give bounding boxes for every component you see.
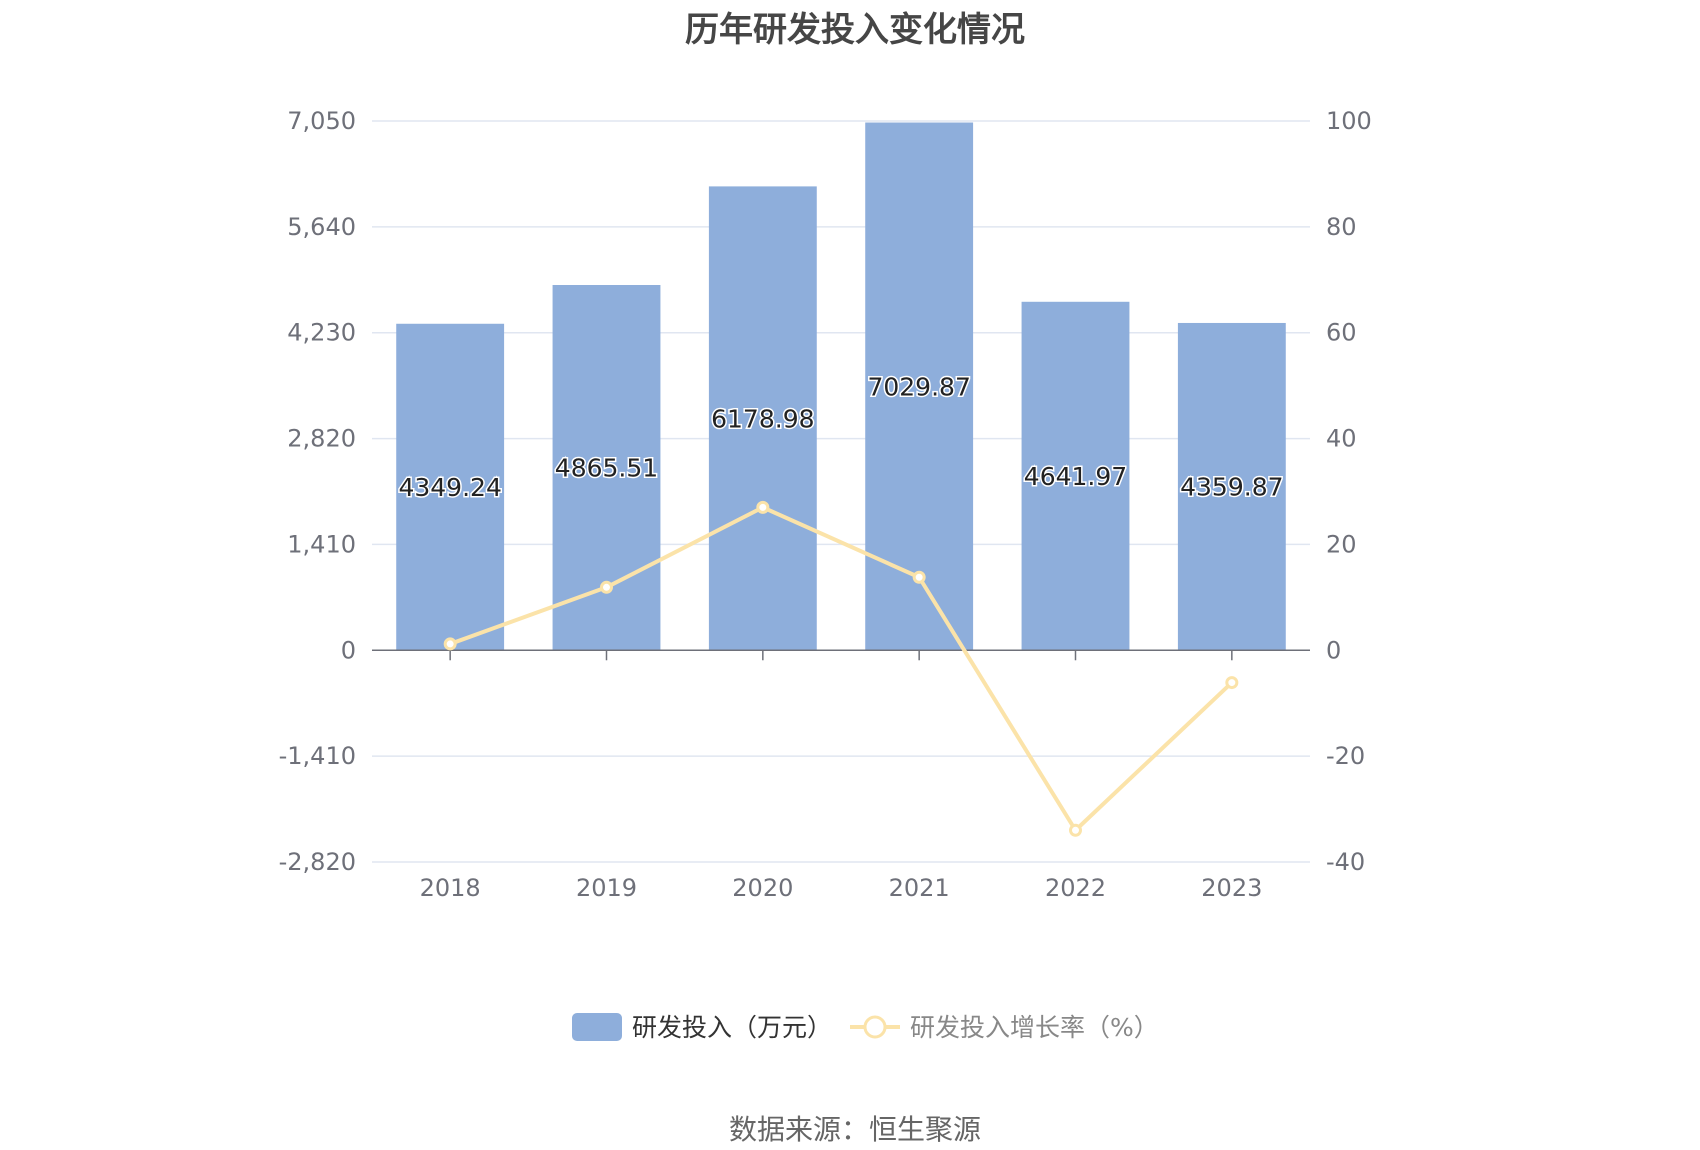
right-axis-tick-label: 20 [1326, 530, 1357, 558]
bar-label-2022: 4641.97 [1024, 462, 1127, 491]
right-axis-tick-label: -20 [1326, 742, 1365, 770]
legend-label-line[interactable]: 研发投入增长率（%） [910, 1013, 1159, 1042]
left-axis-ticks: -2,820 -1,410 0 1,410 2,820 4,230 5,640 7,050 [279, 107, 356, 876]
legend-swatch-marker [863, 1015, 887, 1039]
x-axis-tick-label: 2018 [420, 874, 481, 902]
left-axis-tick-label: 7,050 [287, 107, 356, 135]
x-axis-tick-label: 2019 [576, 874, 637, 902]
legend-label-bar[interactable]: 研发投入（万元） [632, 1013, 832, 1042]
left-axis-tick-label: 4,230 [287, 319, 356, 347]
growth-line [443, 500, 1239, 837]
bar-label-2021: 7029.87 [867, 372, 970, 401]
right-axis-tick-label: 80 [1326, 213, 1357, 241]
bar-2018 [396, 323, 505, 651]
right-axis-tick-label: -40 [1326, 848, 1365, 876]
bar-2023 [1177, 322, 1286, 651]
growth-point-2022 [1069, 823, 1082, 837]
x-axis [372, 649, 1310, 661]
growth-point-2021 [912, 570, 926, 584]
gridlines [372, 120, 1310, 863]
x-axis-tick-label: 2023 [1201, 874, 1262, 902]
bar-2022 [1021, 301, 1130, 651]
growth-point-2019 [600, 580, 613, 594]
left-axis-tick-label: -1,410 [279, 742, 356, 770]
bar-label-2018: 4349.24 [398, 473, 501, 502]
left-axis-tick-label: 1,410 [287, 530, 356, 558]
left-axis-tick-label: 0 [341, 636, 356, 664]
x-axis-tick-label: 2021 [889, 874, 950, 902]
left-axis-tick-label: 5,640 [287, 213, 356, 241]
bar-labels: 4349.24 4865.51 6178.98 7029.87 4641.97 4359.… [397, 371, 1285, 504]
legend-swatch-bar[interactable] [572, 1013, 622, 1041]
bar-2020 [708, 186, 817, 651]
left-axis-tick-label: -2,820 [279, 848, 356, 876]
right-axis-ticks: -40 -20 0 20 40 60 80 100 [1326, 107, 1372, 876]
bar-label-2019: 4865.51 [555, 454, 658, 483]
right-axis-tick-label: 40 [1326, 425, 1357, 453]
growth-point-2020 [756, 500, 770, 514]
left-axis-tick-label: 2,820 [287, 425, 356, 453]
chart-title: 历年研发投入变化情况 [685, 10, 1025, 50]
legend: 研发投入（万元） 研发投入增长率（%） [572, 1013, 1159, 1042]
bars [396, 122, 1286, 651]
bar-label-2020: 6178.98 [711, 404, 814, 433]
x-axis-tick-label: 2020 [732, 874, 793, 902]
bar-label-2023: 4359.87 [1180, 473, 1283, 502]
growth-point-2018 [443, 637, 457, 651]
right-axis-tick-label: 100 [1326, 107, 1372, 135]
growth-line-path [449, 505, 1234, 833]
x-axis-ticks: 2018 2019 2020 2021 2022 2023 [420, 874, 1263, 902]
data-source-note: 数据来源：恒生聚源 [728, 1113, 981, 1146]
right-axis-tick-label: 0 [1326, 636, 1341, 664]
x-axis-tick-label: 2022 [1045, 874, 1106, 902]
growth-point-2023 [1225, 676, 1239, 690]
right-axis-tick-label: 60 [1326, 319, 1357, 347]
